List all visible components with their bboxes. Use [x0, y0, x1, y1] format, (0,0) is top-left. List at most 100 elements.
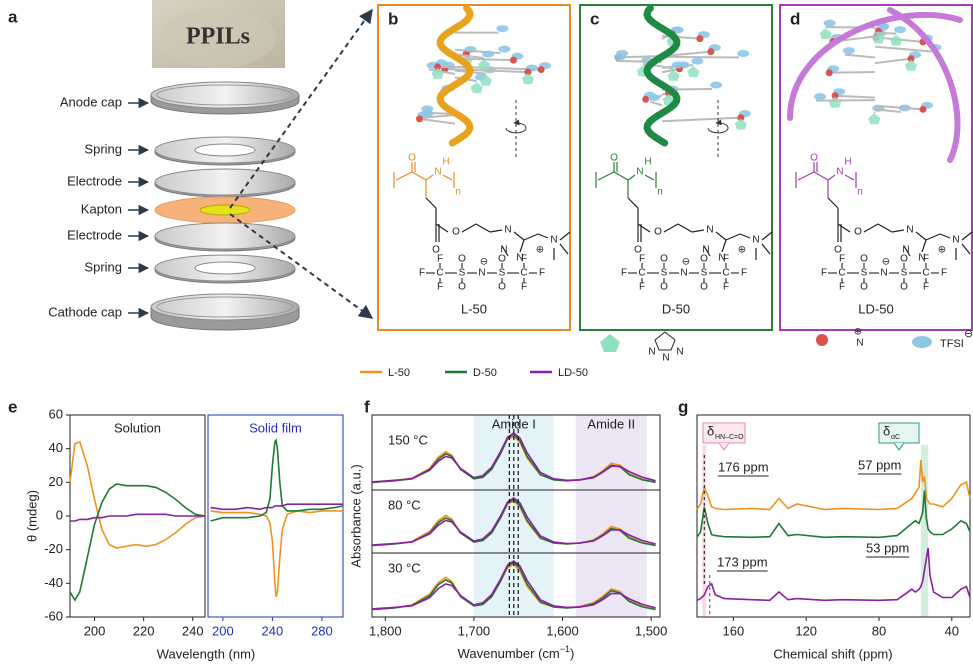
side-chain — [874, 104, 924, 111]
bond — [915, 231, 927, 241]
bond — [435, 223, 449, 233]
bond — [663, 223, 679, 233]
y-tick-label: -40 — [44, 575, 63, 590]
cation — [537, 66, 545, 74]
triazole — [905, 59, 918, 71]
icon-pentagon — [600, 334, 620, 352]
triazole — [890, 34, 903, 46]
bond — [761, 243, 771, 255]
bond — [837, 223, 851, 233]
legend-label: L-50 — [388, 367, 410, 379]
panel-label: g — [678, 397, 688, 416]
triazole — [819, 28, 832, 40]
atom: F — [923, 254, 929, 265]
atom: O — [900, 254, 908, 265]
callout-symbol: δ — [707, 423, 714, 438]
bond — [925, 233, 941, 241]
x-tick-label: 1,600 — [546, 623, 579, 638]
bond — [425, 197, 437, 209]
anion — [482, 50, 495, 58]
temperature-label: 80 °C — [388, 497, 421, 512]
photo-label: PPILs — [186, 24, 250, 50]
bond — [721, 239, 727, 253]
x-tick-label: 240 — [182, 623, 204, 638]
sample-name: L-50 — [461, 301, 487, 316]
trace — [210, 503, 343, 511]
bond — [903, 245, 911, 257]
label-part: −1 — [560, 644, 570, 654]
panel-frame — [377, 4, 571, 331]
subplot-title: Solid film — [249, 420, 302, 435]
atom: N — [902, 245, 909, 256]
bond — [613, 171, 629, 181]
atom: S — [701, 268, 708, 279]
x-axis-label: Wavenumber (cm−1) — [458, 644, 575, 661]
bond — [703, 245, 711, 257]
icon-sphere — [816, 334, 828, 346]
bond — [715, 231, 727, 241]
anion — [710, 81, 723, 89]
atom: N — [880, 268, 887, 279]
anion — [671, 61, 684, 69]
atom: S — [861, 268, 868, 279]
y-tick-label: 60 — [49, 406, 63, 421]
side-chain — [661, 65, 674, 70]
anion — [823, 19, 836, 27]
panel-frame — [579, 4, 773, 331]
cation — [907, 55, 915, 63]
triazole — [868, 113, 881, 125]
part-label: Electrode — [67, 173, 122, 188]
atom: F — [539, 268, 545, 279]
bond — [827, 174, 836, 181]
peak-label: 57 ppm — [858, 457, 901, 472]
x-tick-label: 120 — [795, 623, 817, 638]
atom: O — [860, 282, 868, 293]
trace — [69, 483, 206, 602]
triazole — [734, 118, 747, 130]
atom: C — [436, 268, 443, 279]
bond — [813, 171, 829, 181]
side-chain — [874, 45, 932, 53]
atom: N — [718, 253, 725, 264]
atom: C — [638, 268, 645, 279]
atom: O — [854, 227, 862, 238]
atom: S — [661, 268, 668, 279]
anion — [648, 94, 661, 102]
bond — [797, 171, 815, 181]
bond — [863, 223, 879, 233]
atom: O — [660, 282, 668, 293]
atom: N — [500, 245, 507, 256]
atom: F — [839, 282, 845, 293]
electrolyte — [199, 204, 251, 216]
bond — [475, 223, 491, 233]
subplot-title: Solution — [114, 420, 161, 435]
cation — [416, 115, 424, 123]
x-tick-label: 200 — [212, 623, 234, 638]
side-chain — [419, 117, 456, 125]
atom: n — [455, 187, 461, 198]
bond — [513, 231, 525, 241]
band — [920, 445, 929, 617]
anion — [613, 53, 626, 61]
callout-pointer — [893, 442, 905, 451]
bond — [677, 223, 693, 233]
atom: N — [504, 225, 511, 236]
triazole — [667, 69, 680, 81]
bond — [461, 223, 477, 233]
atom: O — [432, 245, 440, 256]
cation — [737, 114, 745, 122]
plot-frame — [696, 414, 971, 618]
panel-frame — [779, 4, 973, 331]
rotation-arrow — [707, 119, 729, 134]
atom: O — [634, 245, 642, 256]
bond — [395, 171, 413, 181]
bond — [939, 233, 951, 239]
part-label: Spring — [84, 141, 122, 156]
atom: C — [722, 268, 729, 279]
trace — [210, 438, 344, 522]
temperature-label: 30 °C — [388, 560, 421, 575]
x-tick-label: 200 — [84, 623, 106, 638]
bond — [844, 174, 855, 181]
side-chain — [423, 114, 456, 119]
